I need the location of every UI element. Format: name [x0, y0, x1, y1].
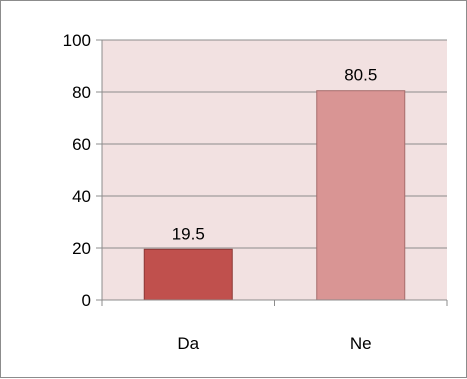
y-tick-label-60: 60: [72, 135, 91, 154]
y-tick-label-0: 0: [82, 291, 91, 310]
y-tick-label-20: 20: [72, 239, 91, 258]
y-tick-label-80: 80: [72, 83, 91, 102]
bar-da: [143, 248, 233, 301]
x-tick-label-ne: Ne: [350, 334, 372, 353]
bar-ne: [316, 90, 406, 301]
y-tick-label-40: 40: [72, 187, 91, 206]
data-label-da: 19.5: [172, 224, 205, 243]
x-tick-label-da: Da: [177, 334, 199, 353]
y-tick-label-100: 100: [63, 31, 91, 50]
data-label-ne: 80.5: [344, 66, 377, 85]
